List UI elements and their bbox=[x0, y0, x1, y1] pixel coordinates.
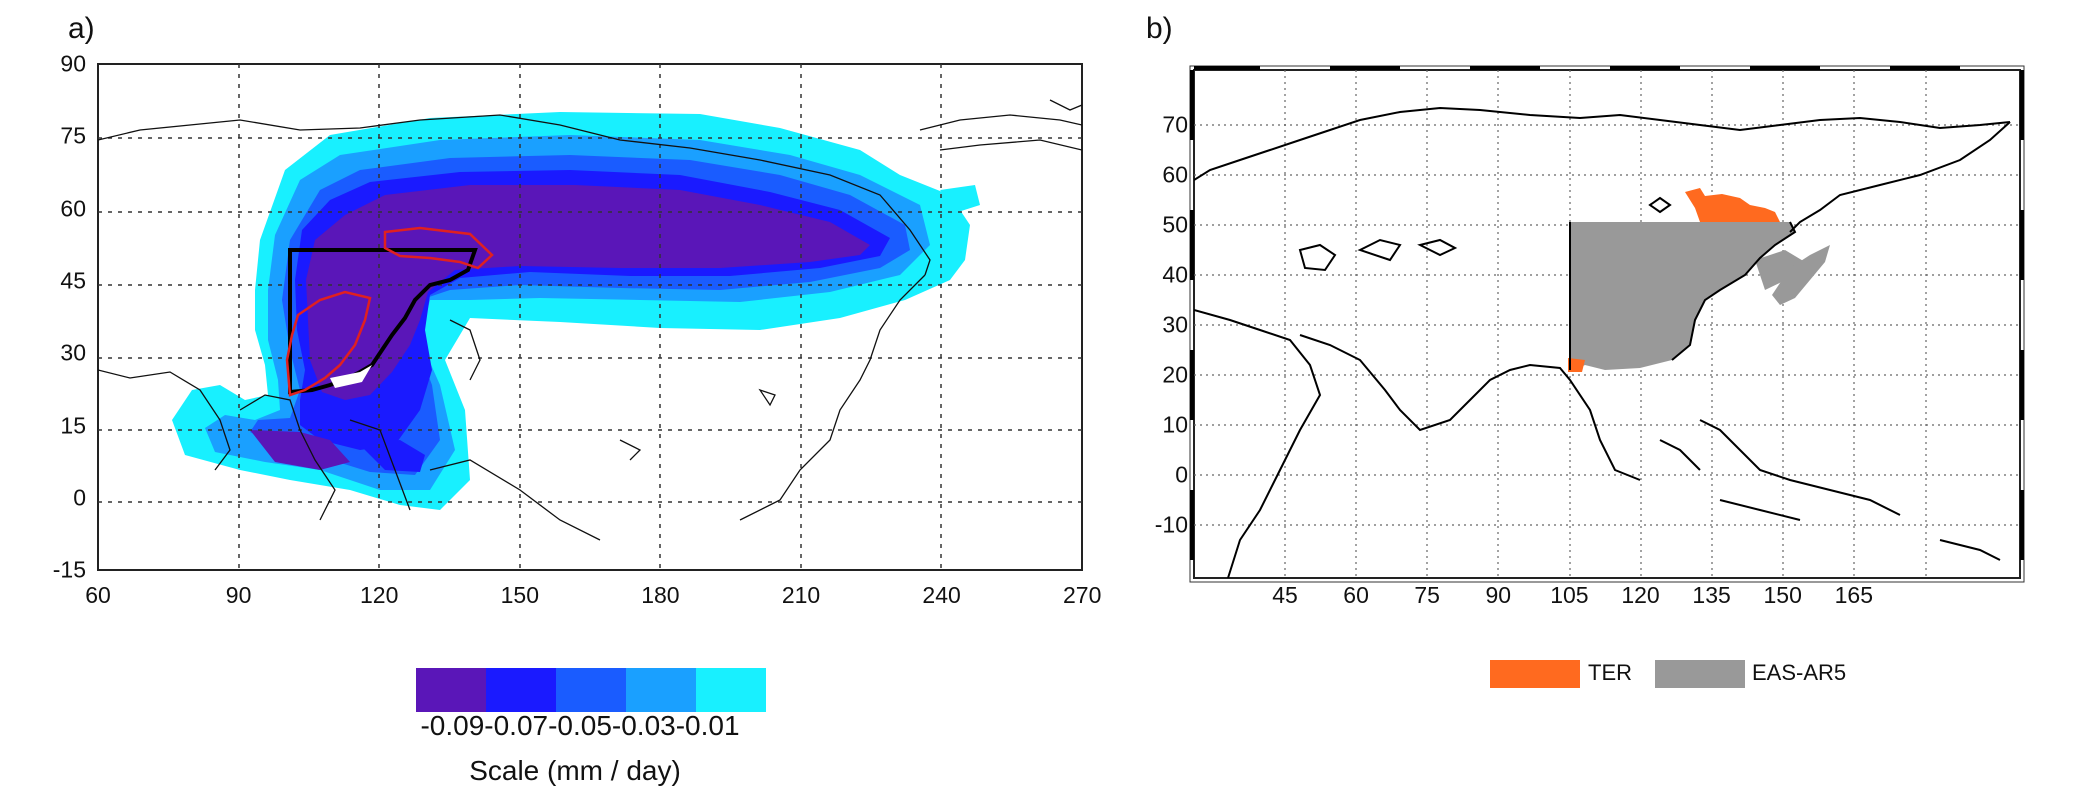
panel-a-y-tick-3: 45 bbox=[60, 267, 86, 294]
panel-b-x-tick-3: 90 bbox=[1485, 582, 1512, 608]
panel-b-x-tick-0: 45 bbox=[1272, 582, 1298, 608]
colorbar-title: Scale (mm / day) bbox=[469, 755, 681, 786]
panel-a-colorbar bbox=[416, 668, 766, 712]
panel-a-y-tick-1: 75 bbox=[60, 122, 86, 149]
panel-b-y-tick-8: -10 bbox=[1154, 511, 1188, 538]
panel-a-x-tick-2: 120 bbox=[360, 582, 399, 608]
panel-a-gridlines bbox=[98, 64, 1082, 570]
panel-b-y-tick-5: 20 bbox=[1162, 361, 1188, 388]
legend-swatch-ter bbox=[1490, 660, 1580, 688]
panel-b-x-tick-1: 60 bbox=[1343, 582, 1369, 608]
panel-b-x-tick-5: 120 bbox=[1621, 582, 1660, 608]
panel-a-y-tick-6: 0 bbox=[73, 484, 86, 511]
colorbar-segment-1 bbox=[486, 668, 556, 712]
panel-b-y-tick-6: 10 bbox=[1162, 411, 1188, 438]
panel-b-y-tick-0: 70 bbox=[1162, 111, 1188, 138]
panel-a-y-tick-2: 60 bbox=[60, 195, 86, 222]
ter-region bbox=[1568, 188, 1780, 372]
panel-a-y-tick-5: 15 bbox=[60, 412, 86, 438]
panel-b-coastlines bbox=[1194, 106, 2011, 578]
panel-a-region-outlines bbox=[285, 226, 494, 397]
panel-a-x-tick-5: 210 bbox=[781, 582, 821, 608]
colorbar-segment-4 bbox=[696, 668, 766, 712]
panel-a-y-tick-0: 90 bbox=[60, 50, 86, 77]
legend-label-eas-ar5: EAS-AR5 bbox=[1752, 660, 1847, 685]
eas-ar5-region bbox=[1570, 222, 1795, 370]
colorbar-tick-labels: -0.09-0.07-0.05-0.03-0.01 bbox=[420, 710, 740, 741]
panel-b-y-tick-3: 40 bbox=[1162, 261, 1188, 288]
panel-b-x-tick-7: 150 bbox=[1763, 582, 1802, 608]
panel-a-x-tick-3: 150 bbox=[500, 582, 539, 608]
panel-b-ruler-frame bbox=[1189, 65, 2025, 583]
panel-b-x-tick-8: 165 bbox=[1834, 582, 1873, 608]
panel-b-y-tick-1: 60 bbox=[1162, 161, 1188, 188]
panel-a-y-tick-4: 30 bbox=[60, 339, 86, 366]
colorbar-segment-3 bbox=[626, 668, 696, 712]
panel-b-x-tick-6: 135 bbox=[1692, 582, 1731, 608]
panel-a-coastlines bbox=[98, 99, 1082, 541]
panel-a-x-tick-6: 240 bbox=[922, 582, 961, 608]
panel-b-x-tick-2: 75 bbox=[1414, 582, 1440, 608]
eas-ar5-korea bbox=[1755, 250, 1805, 290]
panel-a-x-tick-4: 180 bbox=[641, 582, 680, 608]
panel-a-label: a) bbox=[68, 12, 95, 45]
legend-swatch-eas-ar5 bbox=[1655, 660, 1745, 688]
panel-b-y-tick-4: 30 bbox=[1162, 311, 1188, 338]
panel-a-x-tick-0: 60 bbox=[85, 582, 111, 608]
colorbar-segment-0 bbox=[416, 668, 486, 712]
panel-a-x-tick-1: 90 bbox=[225, 582, 252, 608]
colorbar-segment-2 bbox=[556, 668, 626, 712]
panel-b-x-tick-4: 105 bbox=[1550, 582, 1589, 608]
panel-a-y-tick-7: -15 bbox=[52, 556, 86, 583]
panel-b-y-tick-2: 50 bbox=[1162, 211, 1188, 238]
legend-label-ter: TER bbox=[1588, 660, 1632, 685]
panel-a-x-tick-7: 270 bbox=[1063, 582, 1102, 608]
panel-b-y-tick-7: 0 bbox=[1175, 461, 1188, 488]
panel-b-label: b) bbox=[1146, 12, 1173, 45]
eas-ar5-japan bbox=[1772, 245, 1830, 305]
